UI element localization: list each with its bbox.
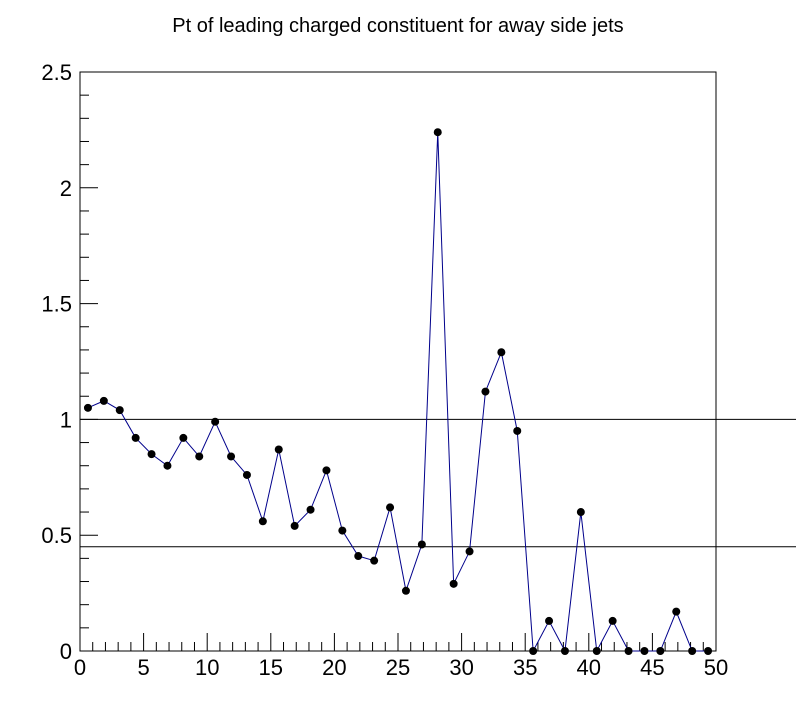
plot-frame [79, 71, 717, 652]
y-tick-label: 1.5 [41, 292, 72, 317]
data-point [306, 505, 315, 514]
data-point [274, 445, 283, 454]
data-point [179, 433, 188, 442]
data-point [242, 470, 251, 479]
data-point [624, 647, 633, 655]
data-point [227, 452, 236, 461]
x-tick-label: 45 [640, 655, 664, 680]
x-tick-label: 35 [513, 655, 537, 680]
data-point [704, 647, 713, 655]
data-point [576, 508, 585, 517]
data-point [354, 552, 363, 561]
data-point [592, 647, 601, 655]
data-point [449, 579, 458, 588]
data-point [290, 521, 299, 530]
x-tick-label: 15 [259, 655, 283, 680]
x-tick-label: 0 [74, 655, 86, 680]
data-point [688, 647, 697, 655]
data-point [258, 517, 267, 526]
data-point [513, 426, 522, 435]
x-tick-label: 40 [577, 655, 601, 680]
data-point [370, 556, 379, 565]
data-markers [83, 128, 713, 655]
data-point [560, 647, 569, 655]
data-point [656, 647, 665, 655]
data-point [401, 586, 410, 595]
reference-lines [80, 418, 796, 548]
y-tick-label: 2.5 [41, 60, 72, 85]
axis-ticks [79, 71, 717, 652]
y-tick-label: 2 [60, 176, 72, 201]
y-tick-labels: 0 0.5 1 1.5 2 2.5 [41, 60, 72, 664]
data-point [465, 547, 474, 556]
x-tick-label: 5 [137, 655, 149, 680]
x-tick-label: 25 [386, 655, 410, 680]
data-point [195, 452, 204, 461]
data-point [147, 450, 156, 459]
data-point [83, 403, 92, 412]
data-point [115, 406, 124, 415]
x-tick-label: 20 [322, 655, 346, 680]
data-point [131, 433, 140, 442]
data-point [99, 396, 108, 405]
data-point [417, 540, 426, 549]
chart-title: Pt of leading charged constituent for aw… [172, 15, 623, 37]
y-tick-label: 0.5 [41, 523, 72, 548]
data-point [640, 647, 649, 655]
data-point [322, 466, 331, 475]
data-point [672, 607, 681, 616]
y-tick-label: 1 [60, 407, 72, 432]
data-point [529, 647, 538, 655]
data-point [433, 128, 442, 137]
data-point [608, 616, 617, 625]
y-tick-label: 0 [60, 639, 72, 664]
data-point [211, 417, 220, 426]
x-tick-label: 30 [449, 655, 473, 680]
data-point [163, 461, 172, 470]
series-line [87, 132, 709, 653]
data-point [338, 526, 347, 535]
x-tick-label: 10 [195, 655, 219, 680]
x-tick-label: 50 [704, 655, 728, 680]
series-path [87, 132, 709, 653]
data-point [497, 348, 506, 357]
x-tick-labels: 0 5 10 15 20 25 30 35 40 45 50 [74, 655, 728, 680]
data-point [545, 616, 554, 625]
data-point [386, 503, 395, 512]
data-point [481, 387, 490, 396]
